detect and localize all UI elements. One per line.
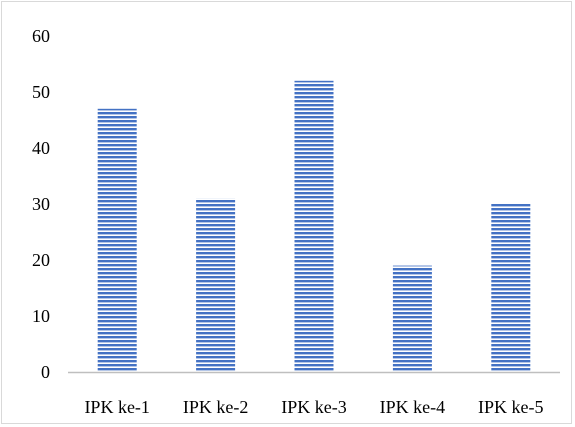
x-tick-label: IPK ke-2 (183, 397, 249, 417)
bar-5 (491, 204, 531, 372)
bar-2 (196, 198, 236, 372)
x-tick-label: IPK ke-3 (281, 397, 347, 417)
y-tick-label: 60 (32, 26, 50, 46)
x-tick-label: IPK ke-1 (84, 397, 150, 417)
y-tick-label: 0 (41, 362, 50, 382)
bars (97, 80, 531, 373)
y-axis: 0 10 20 30 40 50 60 (32, 26, 50, 382)
bar-1 (97, 108, 137, 373)
y-tick-label: 30 (32, 194, 50, 214)
y-tick-label: 10 (32, 306, 50, 326)
bar-3 (294, 80, 334, 373)
y-tick-label: 50 (32, 82, 50, 102)
y-tick-label: 40 (32, 138, 50, 158)
bar-4 (392, 265, 432, 372)
x-tick-label: IPK ke-4 (380, 397, 446, 417)
x-axis: IPK ke-1 IPK ke-2 IPK ke-3 IPK ke-4 IPK ke-5 (84, 397, 543, 417)
y-tick-label: 20 (32, 250, 50, 270)
x-tick-label: IPK ke-5 (478, 397, 544, 417)
